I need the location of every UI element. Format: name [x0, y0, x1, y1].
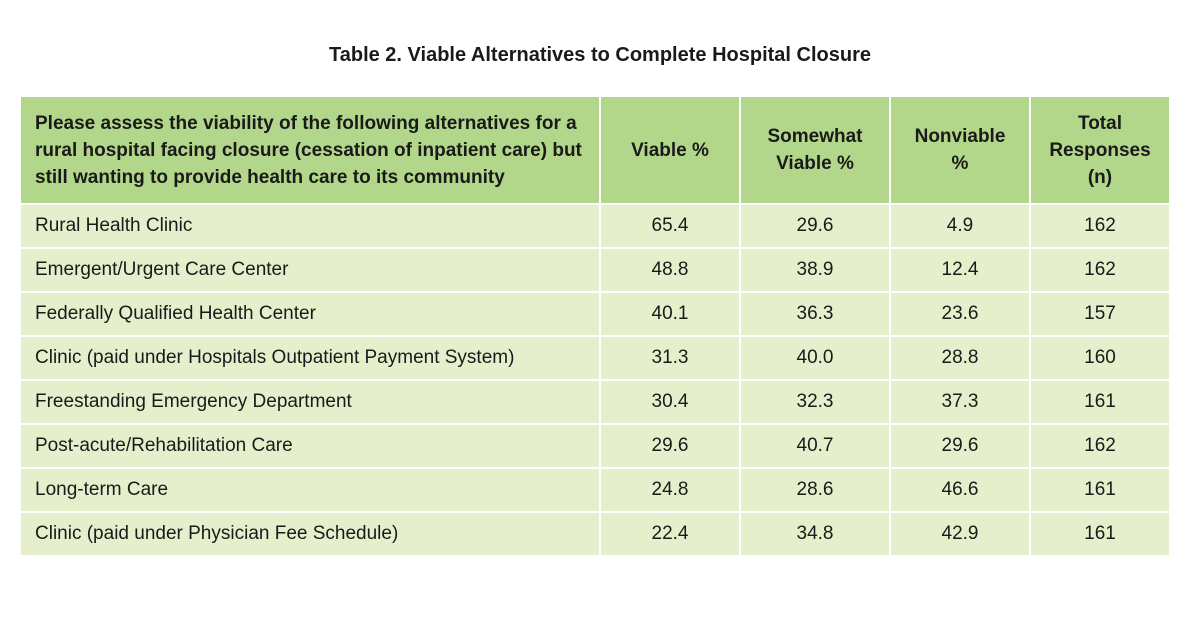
cell-nonviable: 37.3	[889, 379, 1031, 425]
cell-alternative: Federally Qualified Health Center	[19, 291, 601, 337]
cell-nonviable: 12.4	[889, 247, 1031, 293]
cell-somewhat-viable: 38.9	[739, 247, 891, 293]
table-row: Rural Health Clinic 65.4 29.6 4.9 162	[19, 203, 1171, 249]
cell-somewhat-viable: 32.3	[739, 379, 891, 425]
cell-viable: 48.8	[599, 247, 741, 293]
table-row: Clinic (paid under Physician Fee Schedul…	[19, 511, 1171, 557]
cell-viable: 40.1	[599, 291, 741, 337]
header-question: Please assess the viability of the follo…	[19, 95, 601, 205]
cell-nonviable: 4.9	[889, 203, 1031, 249]
cell-alternative: Rural Health Clinic	[19, 203, 601, 249]
cell-alternative: Post-acute/Rehabilitation Care	[19, 423, 601, 469]
table-row: Long-term Care 24.8 28.6 46.6 161	[19, 467, 1171, 513]
cell-total-responses: 162	[1029, 203, 1171, 249]
data-table: Please assess the viability of the follo…	[19, 95, 1171, 557]
header-nonviable: Nonviable %	[889, 95, 1031, 205]
cell-viable: 29.6	[599, 423, 741, 469]
cell-total-responses: 162	[1029, 423, 1171, 469]
cell-total-responses: 161	[1029, 511, 1171, 557]
cell-nonviable: 42.9	[889, 511, 1031, 557]
cell-viable: 24.8	[599, 467, 741, 513]
table-row: Freestanding Emergency Department 30.4 32.…	[19, 379, 1171, 425]
cell-somewhat-viable: 28.6	[739, 467, 891, 513]
cell-nonviable: 28.8	[889, 335, 1031, 381]
cell-nonviable: 29.6	[889, 423, 1031, 469]
cell-alternative: Freestanding Emergency Department	[19, 379, 601, 425]
table-row: Post-acute/Rehabilitation Care 29.6 40.7 29…	[19, 423, 1171, 469]
table-title: Table 2. Viable Alternatives to Complete…	[329, 44, 871, 66]
header-viable: Viable %	[599, 95, 741, 205]
cell-alternative: Emergent/Urgent Care Center	[19, 247, 601, 293]
cell-viable: 22.4	[599, 511, 741, 557]
cell-total-responses: 157	[1029, 291, 1171, 337]
table-row: Clinic (paid under Hospitals Outpatient …	[19, 335, 1171, 381]
cell-total-responses: 160	[1029, 335, 1171, 381]
cell-nonviable: 23.6	[889, 291, 1031, 337]
table-row: Emergent/Urgent Care Center 48.8 38.9 12.4 1…	[19, 247, 1171, 293]
cell-somewhat-viable: 36.3	[739, 291, 891, 337]
cell-somewhat-viable: 29.6	[739, 203, 891, 249]
cell-total-responses: 161	[1029, 467, 1171, 513]
cell-nonviable: 46.6	[889, 467, 1031, 513]
cell-somewhat-viable: 40.7	[739, 423, 891, 469]
cell-viable: 65.4	[599, 203, 741, 249]
cell-alternative: Clinic (paid under Hospitals Outpatient …	[19, 335, 601, 381]
cell-total-responses: 161	[1029, 379, 1171, 425]
cell-viable: 31.3	[599, 335, 741, 381]
cell-total-responses: 162	[1029, 247, 1171, 293]
header-total-responses: Total Responses (n)	[1029, 95, 1171, 205]
table-row: Federally Qualified Health Center 40.1 36.…	[19, 291, 1171, 337]
cell-somewhat-viable: 40.0	[739, 335, 891, 381]
cell-somewhat-viable: 34.8	[739, 511, 891, 557]
cell-viable: 30.4	[599, 379, 741, 425]
header-row: Please assess the viability of the follo…	[19, 95, 1171, 205]
cell-alternative: Clinic (paid under Physician Fee Schedul…	[19, 511, 601, 557]
cell-alternative: Long-term Care	[19, 467, 601, 513]
header-somewhat-viable: Somewhat Viable %	[739, 95, 891, 205]
